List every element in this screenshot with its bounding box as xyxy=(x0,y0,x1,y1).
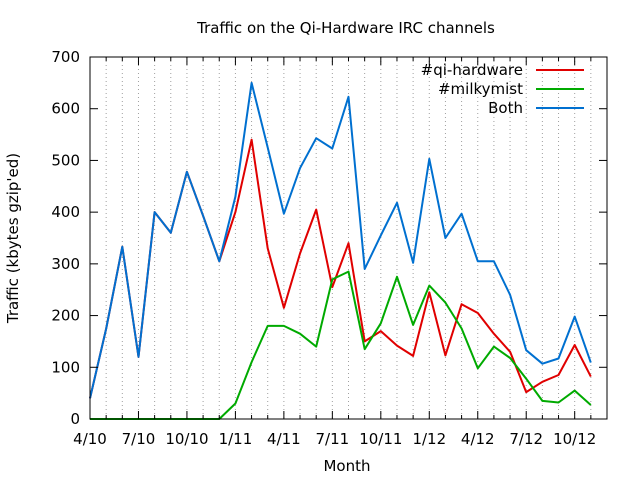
legend-label: Both xyxy=(488,99,523,117)
y-tick-label: 300 xyxy=(51,255,80,273)
y-tick-label: 200 xyxy=(51,307,80,325)
x-tick-label: 10/10 xyxy=(165,430,208,448)
x-axis-label: Month xyxy=(323,457,370,475)
series-lines xyxy=(89,81,592,420)
y-tick-label: 0 xyxy=(70,410,80,428)
chart-title: Traffic on the Qi-Hardware IRC channels xyxy=(196,19,495,37)
x-tick-label: 7/12 xyxy=(509,430,543,448)
x-tick-label: 7/11 xyxy=(316,430,350,448)
x-tick-label: 4/10 xyxy=(73,430,107,448)
legend-label: #milkymist xyxy=(438,80,523,98)
y-tick-label: 400 xyxy=(51,203,80,221)
x-tick-label: 4/11 xyxy=(267,430,301,448)
x-axis-ticks: 4/10 7/10 10/10 1/11 4/11 7/11 10/11 1/12 4/12 7/… xyxy=(73,57,608,448)
grid xyxy=(105,57,592,419)
x-tick-label: 10/11 xyxy=(359,430,402,448)
series-line xyxy=(90,270,592,420)
y-tick-label: 600 xyxy=(51,100,80,118)
x-tick-label: 1/11 xyxy=(219,430,253,448)
y-tick-label: 100 xyxy=(51,358,80,376)
y-axis-label: Traffic (kbytes gzip'ed) xyxy=(4,153,22,324)
y-tick-label: 700 xyxy=(51,48,80,66)
legend-label: #qi-hardware xyxy=(421,61,523,79)
series-line xyxy=(89,138,592,399)
series-line xyxy=(89,81,592,399)
x-tick-label: 1/12 xyxy=(412,430,446,448)
y-tick-label: 500 xyxy=(51,151,80,169)
y-axis-ticks: 0 100 200 300 400 500 600 700 xyxy=(51,48,607,428)
x-tick-label: 10/12 xyxy=(553,430,596,448)
x-tick-label: 7/10 xyxy=(122,430,156,448)
x-tick-label: 4/12 xyxy=(461,430,495,448)
